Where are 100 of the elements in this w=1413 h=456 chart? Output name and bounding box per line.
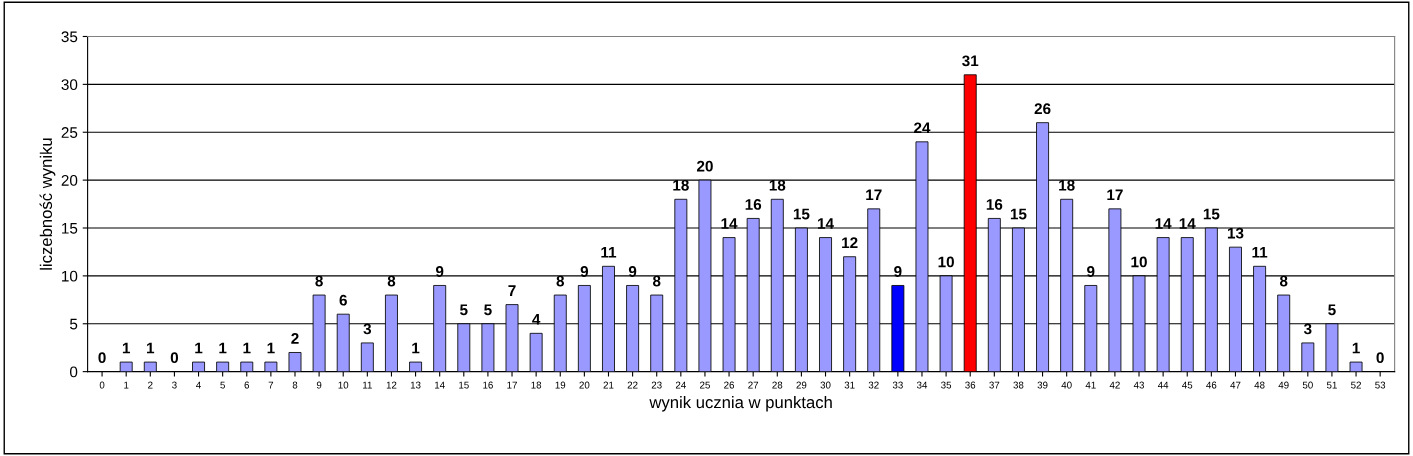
x-tick-label: 11 bbox=[363, 381, 372, 389]
y-tick-label: 20 bbox=[61, 174, 78, 186]
data-label: 0 bbox=[170, 352, 179, 364]
x-tick-label: 18 bbox=[531, 381, 542, 389]
data-label: 18 bbox=[769, 179, 786, 191]
data-label: 8 bbox=[387, 275, 396, 287]
y-tick-label: 35 bbox=[61, 31, 78, 43]
data-label: 0 bbox=[1376, 352, 1384, 364]
data-label: 10 bbox=[1131, 256, 1147, 268]
data-label: 11 bbox=[1252, 247, 1268, 258]
x-tick-label: 53 bbox=[1375, 381, 1386, 389]
data-label: 11 bbox=[601, 247, 617, 258]
x-tick-label: 3 bbox=[172, 381, 177, 389]
data-label: 14 bbox=[1179, 218, 1196, 229]
x-tick-label: 21 bbox=[603, 381, 614, 389]
x-tick-label: 38 bbox=[1013, 381, 1024, 389]
x-tick-label: 28 bbox=[772, 381, 783, 389]
x-tick-label: 0 bbox=[99, 381, 105, 389]
x-tick-label: 15 bbox=[459, 381, 469, 389]
x-tick-label: 30 bbox=[820, 381, 831, 389]
x-tick-label: 14 bbox=[435, 381, 445, 389]
x-tick-label: 33 bbox=[892, 381, 903, 389]
x-tick-label: 8 bbox=[292, 381, 298, 389]
data-label: 14 bbox=[1155, 218, 1172, 229]
y-tick-label: 30 bbox=[61, 79, 78, 91]
x-tick-label: 32 bbox=[868, 381, 879, 389]
x-tick-label: 7 bbox=[268, 381, 274, 389]
data-label: 13 bbox=[1227, 227, 1244, 239]
data-label: 3 bbox=[363, 323, 372, 335]
x-tick-label: 5 bbox=[220, 381, 225, 389]
data-label: 17 bbox=[1107, 189, 1123, 201]
x-tick-label: 26 bbox=[724, 381, 735, 389]
data-label: 9 bbox=[435, 266, 444, 277]
x-tick-label: 2 bbox=[148, 381, 153, 389]
x-tick-label: 44 bbox=[1157, 381, 1169, 389]
data-label: 9 bbox=[580, 266, 589, 277]
data-label: 4 bbox=[532, 314, 541, 325]
x-tick-label: 34 bbox=[916, 381, 928, 389]
data-label: 5 bbox=[460, 304, 468, 316]
data-label: 1 bbox=[412, 342, 420, 354]
x-tick-label: 48 bbox=[1254, 381, 1265, 389]
data-label: 9 bbox=[1087, 266, 1095, 277]
data-label: 3 bbox=[1303, 323, 1312, 335]
x-tick-label: 45 bbox=[1182, 381, 1193, 389]
x-tick-label: 50 bbox=[1302, 381, 1313, 389]
x-tick-label: 46 bbox=[1206, 381, 1217, 389]
x-tick-label: 43 bbox=[1133, 381, 1144, 389]
data-label: 6 bbox=[339, 294, 347, 306]
x-tick-label: 35 bbox=[941, 381, 952, 389]
data-label: 1 bbox=[122, 342, 131, 354]
data-label: 15 bbox=[1203, 208, 1220, 220]
x-tick-label: 17 bbox=[507, 381, 517, 389]
data-label: 1 bbox=[219, 342, 227, 354]
x-tick-label: 25 bbox=[700, 381, 710, 389]
data-label: 8 bbox=[1279, 275, 1288, 287]
data-label: 16 bbox=[745, 199, 762, 210]
data-label: 15 bbox=[1010, 208, 1027, 220]
data-label: 2 bbox=[291, 333, 299, 344]
data-label: 31 bbox=[962, 55, 979, 67]
y-tick-label: 15 bbox=[62, 223, 78, 234]
x-tick-label: 39 bbox=[1037, 381, 1048, 389]
x-tick-label: 37 bbox=[989, 381, 1000, 389]
y-tick-label: 10 bbox=[62, 270, 78, 282]
x-tick-label: 13 bbox=[410, 381, 421, 389]
x-tick-label: 40 bbox=[1061, 381, 1072, 389]
data-label: 0 bbox=[98, 352, 106, 364]
x-tick-label: 47 bbox=[1230, 381, 1241, 389]
x-tick-label: 6 bbox=[244, 381, 250, 389]
data-label: 20 bbox=[696, 160, 713, 172]
x-tick-label: 49 bbox=[1278, 381, 1289, 389]
x-tick-label: 9 bbox=[316, 381, 322, 389]
data-label: 1 bbox=[1352, 342, 1360, 354]
data-label: 8 bbox=[315, 275, 323, 287]
data-label: 8 bbox=[652, 275, 661, 287]
data-label: 9 bbox=[628, 266, 637, 277]
x-tick-label: 12 bbox=[386, 381, 397, 389]
x-tick-label: 1 bbox=[124, 381, 129, 389]
data-label: 16 bbox=[986, 199, 1003, 210]
x-axis-title: wynik ucznia w punktach bbox=[649, 395, 832, 412]
y-tick-label: 25 bbox=[61, 127, 78, 138]
y-tick-label: 5 bbox=[70, 318, 78, 330]
data-label: 26 bbox=[1034, 103, 1051, 115]
x-tick-label: 31 bbox=[844, 381, 855, 389]
data-label: 1 bbox=[243, 342, 251, 354]
data-label: 12 bbox=[842, 237, 858, 248]
x-tick-label: 52 bbox=[1351, 381, 1361, 389]
data-label: 1 bbox=[267, 342, 275, 354]
data-label: 17 bbox=[866, 189, 882, 201]
data-label: 7 bbox=[508, 285, 516, 296]
x-tick-label: 16 bbox=[483, 381, 493, 389]
x-tick-label: 51 bbox=[1326, 381, 1337, 389]
data-label: 8 bbox=[556, 275, 565, 287]
data-label: 9 bbox=[894, 266, 902, 277]
x-tick-label: 27 bbox=[748, 381, 759, 389]
data-label: 18 bbox=[1059, 179, 1075, 191]
data-label: 10 bbox=[938, 256, 954, 268]
x-tick-label: 41 bbox=[1085, 381, 1096, 389]
x-tick-label: 10 bbox=[338, 381, 349, 389]
data-label: 5 bbox=[1328, 304, 1336, 316]
y-axis-title: liczebność wyniku bbox=[39, 138, 56, 270]
